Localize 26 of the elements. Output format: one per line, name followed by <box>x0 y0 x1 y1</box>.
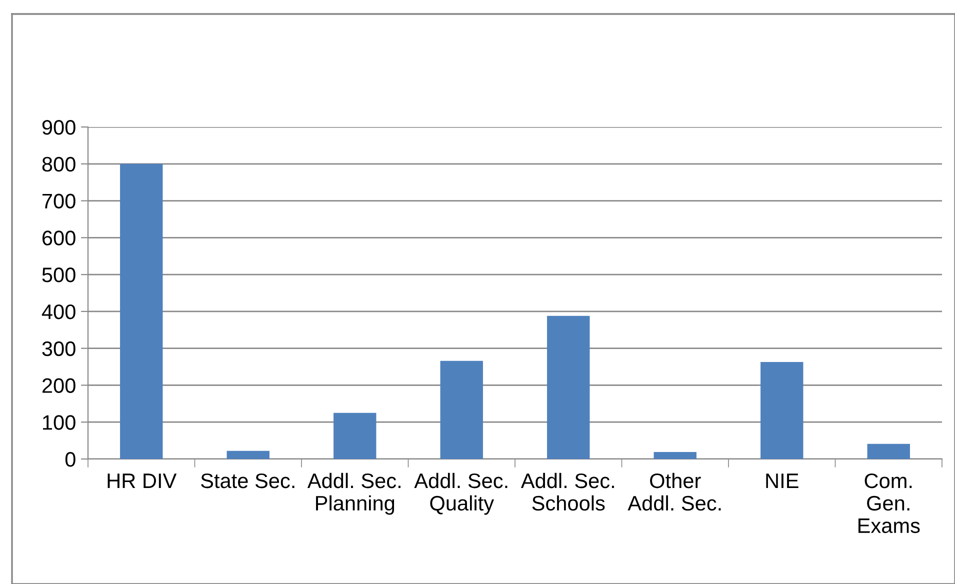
x-tick-label: Other Addl. Sec. <box>628 472 721 511</box>
x-tick-label: Com. Gen. Exams <box>858 473 920 534</box>
bar <box>440 360 483 459</box>
y-tick-label: 100 <box>43 415 76 430</box>
x-tick-label: Addl. Sec. Planning <box>307 472 400 515</box>
y-tick-label: 800 <box>42 156 76 172</box>
x-tick-label: State Sec. <box>201 473 294 488</box>
y-tick-label: 900 <box>42 120 76 135</box>
bar <box>867 444 910 459</box>
y-tick-label: 0 <box>65 452 76 467</box>
x-tick-label: Addl. Sec. Schools <box>520 472 614 511</box>
bar <box>760 362 804 459</box>
y-tick-label: 700 <box>42 194 76 209</box>
bar <box>226 450 270 459</box>
y-tick-label: 300 <box>42 341 76 356</box>
y-tick-label: 500 <box>42 268 76 282</box>
bar <box>547 316 590 459</box>
x-tick-label: Addl. Sec. Quality <box>414 472 508 515</box>
bar <box>120 164 163 459</box>
x-tick-label: NIE <box>766 474 798 488</box>
bar <box>654 452 696 459</box>
y-tick-label: 200 <box>42 378 76 393</box>
bar <box>334 412 376 459</box>
x-tick-label: HR DIV <box>108 474 177 488</box>
y-tick-label: 400 <box>42 304 76 320</box>
y-tick-label: 600 <box>42 230 76 246</box>
